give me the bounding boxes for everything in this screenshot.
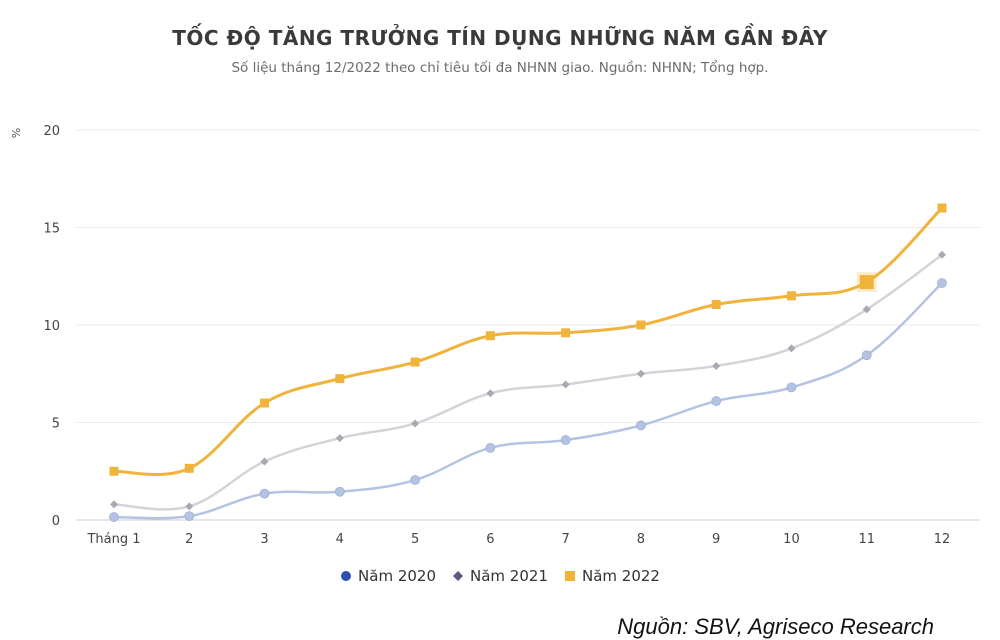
data-point[interactable]	[786, 382, 797, 393]
data-point[interactable]	[859, 275, 874, 290]
data-point[interactable]	[184, 511, 195, 521]
chart-subtitle: Số liệu tháng 12/2022 theo chỉ tiêu tối …	[231, 60, 769, 76]
data-point[interactable]	[410, 357, 420, 367]
data-point[interactable]	[937, 203, 947, 213]
x-tick-label: 4	[336, 532, 344, 547]
series-năm-2022	[109, 203, 947, 476]
legend-circle-icon	[341, 571, 352, 581]
data-point[interactable]	[636, 420, 646, 431]
legend: Năm 2020 Năm 2021 Năm 2022	[0, 567, 1000, 585]
data-point[interactable]	[711, 396, 722, 406]
legend-item-2021[interactable]: Năm 2021	[452, 567, 548, 585]
series-năm-2021	[110, 250, 946, 511]
data-point[interactable]	[636, 320, 646, 330]
data-point[interactable]	[109, 466, 119, 476]
series-line	[112, 206, 944, 476]
data-point[interactable]	[184, 463, 194, 473]
x-tick-label: Tháng 1	[86, 532, 140, 547]
data-point[interactable]	[185, 502, 194, 511]
x-tick-label: 2	[185, 532, 193, 547]
series-group	[109, 203, 947, 522]
data-point[interactable]	[260, 457, 269, 466]
data-point[interactable]	[862, 305, 871, 314]
data-point[interactable]	[712, 361, 721, 370]
data-point[interactable]	[260, 398, 270, 408]
x-tick-label: 7	[561, 532, 569, 547]
legend-label-2021: Năm 2021	[470, 567, 548, 585]
data-point[interactable]	[636, 369, 645, 378]
data-point[interactable]	[109, 512, 119, 522]
chart-title: TỐC ĐỘ TĂNG TRƯỞNG TÍN DỤNG NHỮNG NĂM GẦ…	[172, 26, 828, 50]
data-point[interactable]	[560, 435, 571, 445]
legend-label-2022: Năm 2022	[581, 567, 660, 585]
y-tick-label: 20	[43, 124, 60, 139]
data-point[interactable]	[787, 344, 796, 353]
x-tick-label: 3	[260, 532, 268, 547]
data-point[interactable]	[711, 300, 721, 310]
data-point[interactable]	[485, 442, 496, 453]
data-point[interactable]	[485, 331, 495, 341]
data-point[interactable]	[335, 434, 344, 443]
data-point[interactable]	[411, 419, 420, 428]
legend-square-icon	[564, 571, 575, 581]
data-point[interactable]	[335, 374, 345, 384]
y-tick-label: 5	[52, 417, 60, 432]
x-tick-label: 9	[712, 532, 720, 547]
grid-lines	[76, 129, 980, 521]
series-line	[112, 281, 944, 520]
data-point[interactable]	[937, 278, 947, 288]
data-point[interactable]	[410, 475, 420, 485]
y-tick-label: 0	[52, 514, 60, 529]
x-tick-label: 5	[411, 532, 419, 547]
data-point[interactable]	[259, 488, 270, 499]
data-point[interactable]	[861, 350, 872, 361]
legend-item-2020[interactable]: Năm 2020	[340, 567, 436, 585]
data-point[interactable]	[486, 389, 495, 398]
data-point[interactable]	[110, 500, 118, 509]
y-axis-unit-label: %	[10, 128, 23, 138]
source-note: Nguồn: SBV, Agriseco Research	[617, 614, 934, 639]
axes: 0 5 10 15 20% Tháng 1 2 3 4 5 6 7 8 9 10 11 12	[10, 124, 950, 547]
legend-item-2022[interactable]: Năm 2022	[564, 567, 660, 585]
data-point[interactable]	[786, 291, 796, 301]
data-point[interactable]	[561, 380, 570, 389]
x-tick-label: 10	[783, 532, 800, 547]
legend-label-2020: Năm 2020	[358, 567, 437, 585]
x-tick-label: 6	[486, 532, 494, 547]
data-point[interactable]	[938, 250, 946, 259]
data-point[interactable]	[561, 328, 571, 338]
series-năm-2020	[109, 278, 947, 522]
line-chart: 0 5 10 15 20% Tháng 1 2 3 4 5 6 7 8 9 10 11 12	[10, 124, 980, 547]
data-point[interactable]	[334, 486, 345, 497]
x-tick-label: 12	[934, 532, 951, 547]
x-tick-label: 11	[858, 532, 875, 547]
y-tick-label: 15	[43, 222, 60, 237]
series-line	[112, 253, 944, 511]
x-tick-label: 8	[637, 532, 645, 547]
legend-diamond-icon	[453, 571, 464, 581]
y-tick-label: 10	[43, 319, 60, 334]
